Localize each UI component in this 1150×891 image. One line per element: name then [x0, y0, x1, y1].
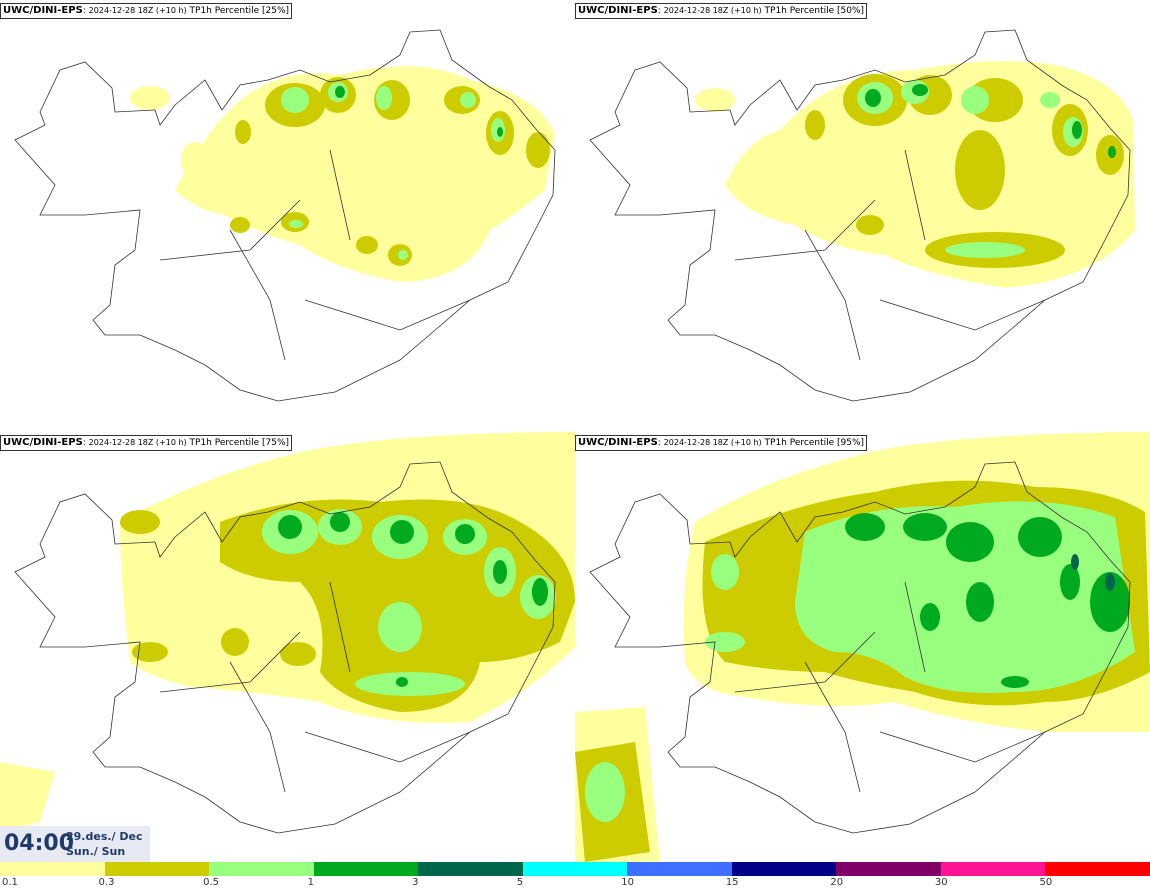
valid-date-line: 29.des./ Dec [66, 830, 143, 843]
map-panel-p75: UWC/DINI-EPS: 2024-12-28 18Z (+10 h) TP1… [0, 432, 575, 864]
legend-swatch [313, 862, 419, 876]
legend-swatch [1045, 862, 1150, 876]
map-panel-p95: UWC/DINI-EPS: 2024-12-28 18Z (+10 h) TP1… [575, 432, 1150, 864]
panel-title: UWC/DINI-EPS: 2024-12-28 18Z (+10 h) TP1… [575, 435, 868, 451]
legend-swatch [0, 862, 105, 876]
legend-swatch [940, 862, 1046, 876]
coastline [14, 461, 556, 834]
legend-swatch [209, 862, 314, 876]
valid-day-line: Sun./ Sun [66, 845, 126, 858]
precip-yellow [695, 61, 1135, 288]
map-panel-p25: UWC/DINI-EPS: 2024-12-28 18Z (+10 h) TP1… [0, 0, 575, 432]
legend-tick-label: 10 [621, 877, 634, 888]
precip-color-scale: 0.1 0.3 0.5 1 3 5 10 15 20 30 50 [0, 862, 1150, 891]
precip-green [335, 86, 503, 137]
legend-tick-label: 15 [725, 877, 739, 888]
precip-map [14, 29, 556, 402]
precip-darkgreen [1071, 554, 1115, 591]
valid-time-box: 04:00 29.des./ Dec Sun./ Sun [0, 826, 150, 862]
coastline [589, 461, 1131, 834]
valid-time: 04:00 [4, 831, 75, 856]
map-panel-p50: UWC/DINI-EPS: 2024-12-28 18Z (+10 h) TP1… [575, 0, 1150, 432]
legend-swatch [522, 862, 628, 876]
legend-tick-label: 3 [412, 877, 419, 888]
legend-swatch [418, 862, 523, 876]
legend-tick-label: 1 [307, 877, 314, 888]
legend-tick-label: 20 [830, 877, 844, 888]
legend-swatch [104, 862, 210, 876]
legend-tick-label: 5 [516, 877, 524, 888]
valid-date: 29.des./ Dec Sun./ Sun [66, 829, 143, 859]
precip-map [575, 432, 1150, 862]
panel-title: UWC/DINI-EPS: 2024-12-28 18Z (+10 h) TP1… [575, 3, 868, 19]
legend-tick-label: 0.1 [2, 877, 18, 888]
legend-swatch [627, 862, 732, 876]
precip-green [278, 512, 548, 687]
legend-tick-label: 0.3 [98, 877, 115, 888]
panel-title: UWC/DINI-EPS: 2024-12-28 18Z (+10 h) TP1… [0, 3, 293, 19]
precip-yellow [130, 66, 555, 282]
coastline [14, 29, 556, 402]
legend-tick-label: 50 [1039, 877, 1053, 888]
panel-title: UWC/DINI-EPS: 2024-12-28 18Z (+10 h) TP1… [0, 435, 293, 451]
legend-swatch [836, 862, 941, 876]
legend-tick-label: 30 [934, 877, 948, 888]
precip-green [865, 84, 1116, 158]
precip-map [589, 29, 1135, 402]
precip-map [0, 432, 575, 834]
coastline [589, 29, 1131, 402]
legend-tick-label: 0.5 [203, 877, 219, 888]
precip-green [845, 513, 1130, 688]
legend-swatch [731, 862, 837, 876]
